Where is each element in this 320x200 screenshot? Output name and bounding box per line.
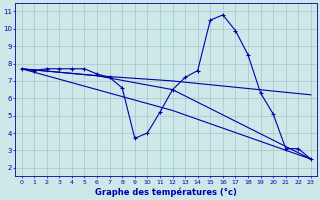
X-axis label: Graphe des températures (°c): Graphe des températures (°c) <box>95 188 237 197</box>
